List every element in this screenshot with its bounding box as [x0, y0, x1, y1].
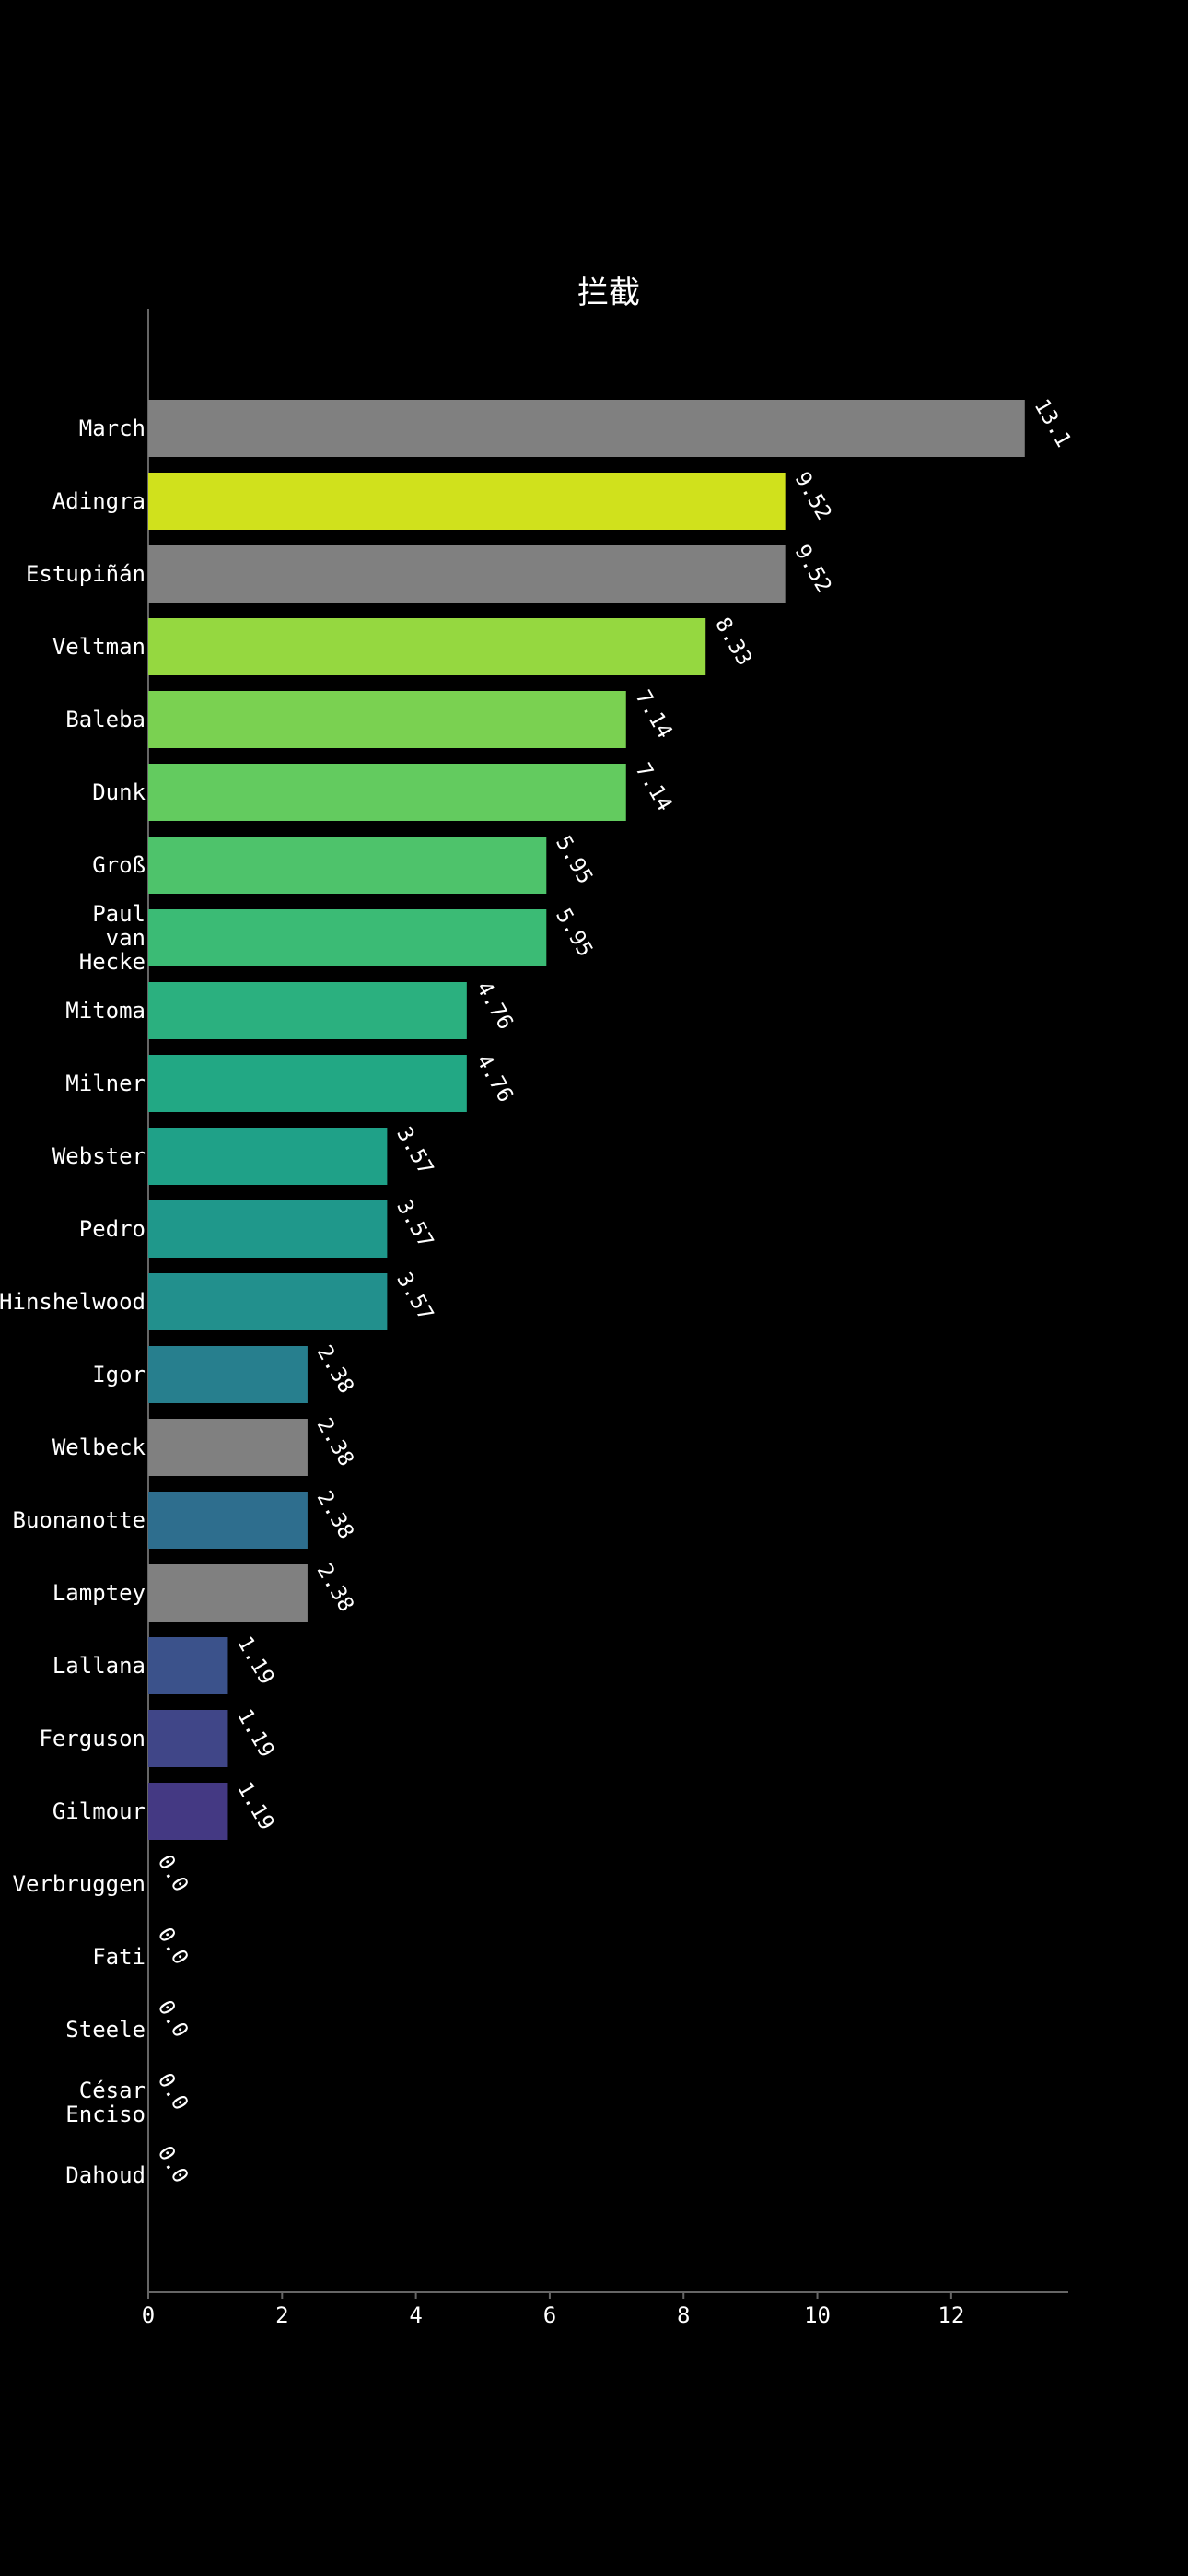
category-label: Groß — [92, 852, 146, 878]
bar — [148, 1783, 228, 1840]
value-label: 0.0 — [153, 1851, 192, 1896]
category-label: Dahoud — [65, 2162, 146, 2188]
x-tick-label: 2 — [275, 2302, 288, 2328]
value-label: 8.33 — [710, 614, 756, 670]
value-label: 1.19 — [232, 1778, 278, 1834]
category-label: Lamptey — [52, 1580, 146, 1606]
value-label: 7.14 — [631, 759, 677, 815]
value-label: 9.52 — [789, 468, 835, 524]
bar — [148, 618, 706, 675]
value-label: 1.19 — [232, 1633, 278, 1689]
bar — [148, 1346, 308, 1403]
bar — [148, 1564, 308, 1622]
bar — [148, 400, 1025, 457]
category-label: Milner — [65, 1071, 146, 1096]
x-tick-label: 6 — [543, 2302, 556, 2328]
bar — [148, 1492, 308, 1549]
value-label: 0.0 — [153, 1996, 192, 2042]
x-tick-label: 8 — [677, 2302, 690, 2328]
value-label: 2.38 — [312, 1487, 358, 1543]
bar — [148, 1637, 228, 1694]
bar — [148, 691, 626, 748]
x-tick-label: 10 — [804, 2302, 831, 2328]
x-ticks-group: 0 2 4 6 8 10 12 — [142, 2292, 964, 2328]
category-label: Veltman — [52, 634, 146, 660]
value-label: 2.38 — [312, 1414, 358, 1470]
category-label: Igor — [92, 1362, 146, 1388]
value-label: 4.76 — [472, 978, 518, 1034]
category-label: César Enciso — [65, 2078, 146, 2127]
category-label: Steele — [65, 2017, 146, 2043]
category-label: Mitoma — [65, 998, 146, 1024]
value-label: 3.57 — [391, 1123, 437, 1179]
value-label: 3.57 — [391, 1196, 437, 1252]
category-label: Buonanotte — [13, 1507, 146, 1533]
value-label: 5.95 — [551, 905, 597, 961]
category-label: March — [79, 416, 146, 441]
bar — [148, 1055, 467, 1112]
category-label: Adingra — [52, 488, 146, 514]
bar — [148, 909, 547, 966]
category-label: Lallana — [52, 1653, 146, 1679]
category-label: Gilmour — [52, 1798, 146, 1824]
category-label: Fati — [92, 1944, 146, 1970]
bar — [148, 1419, 308, 1476]
bar — [148, 545, 786, 603]
category-label: Baleba — [65, 707, 146, 732]
value-label: 4.76 — [472, 1050, 518, 1107]
category-label: Welbeck — [52, 1434, 146, 1460]
value-label: 13.1 — [1030, 395, 1076, 451]
value-label: 0.0 — [153, 2069, 192, 2114]
category-label: Ferguson — [39, 1726, 146, 1751]
category-label: Hinshelwood — [0, 1289, 146, 1315]
value-label: 5.95 — [551, 832, 597, 888]
category-label: Paul van Hecke — [79, 901, 146, 975]
bar — [148, 837, 547, 894]
bar — [148, 982, 467, 1039]
x-tick-label: 0 — [142, 2302, 155, 2328]
category-labels-group: March Adingra Estupiñán Veltman Baleba Dunk Gr… — [0, 416, 146, 2188]
chart-title: 拦截 — [577, 275, 640, 311]
value-label: 0.0 — [153, 1924, 192, 1969]
bars-group — [148, 400, 1025, 1840]
value-label: 3.57 — [391, 1269, 437, 1325]
bar — [148, 473, 786, 530]
value-label: 2.38 — [312, 1341, 358, 1398]
value-label: 2.38 — [312, 1560, 358, 1616]
value-label: 0.0 — [153, 2142, 192, 2187]
x-tick-label: 12 — [938, 2302, 964, 2328]
x-tick-label: 4 — [409, 2302, 422, 2328]
category-label: Verbruggen — [13, 1871, 146, 1897]
bar — [148, 1710, 228, 1767]
bar — [148, 1273, 388, 1330]
category-label: Estupiñán — [26, 561, 146, 587]
bar — [148, 1200, 388, 1258]
category-label: Webster — [52, 1143, 146, 1169]
bar — [148, 1128, 388, 1185]
value-label: 7.14 — [631, 686, 677, 743]
bar — [148, 764, 626, 821]
value-label: 9.52 — [789, 541, 835, 597]
category-label: Dunk — [92, 779, 146, 805]
category-label: Pedro — [79, 1216, 146, 1242]
value-label: 1.19 — [232, 1705, 278, 1762]
